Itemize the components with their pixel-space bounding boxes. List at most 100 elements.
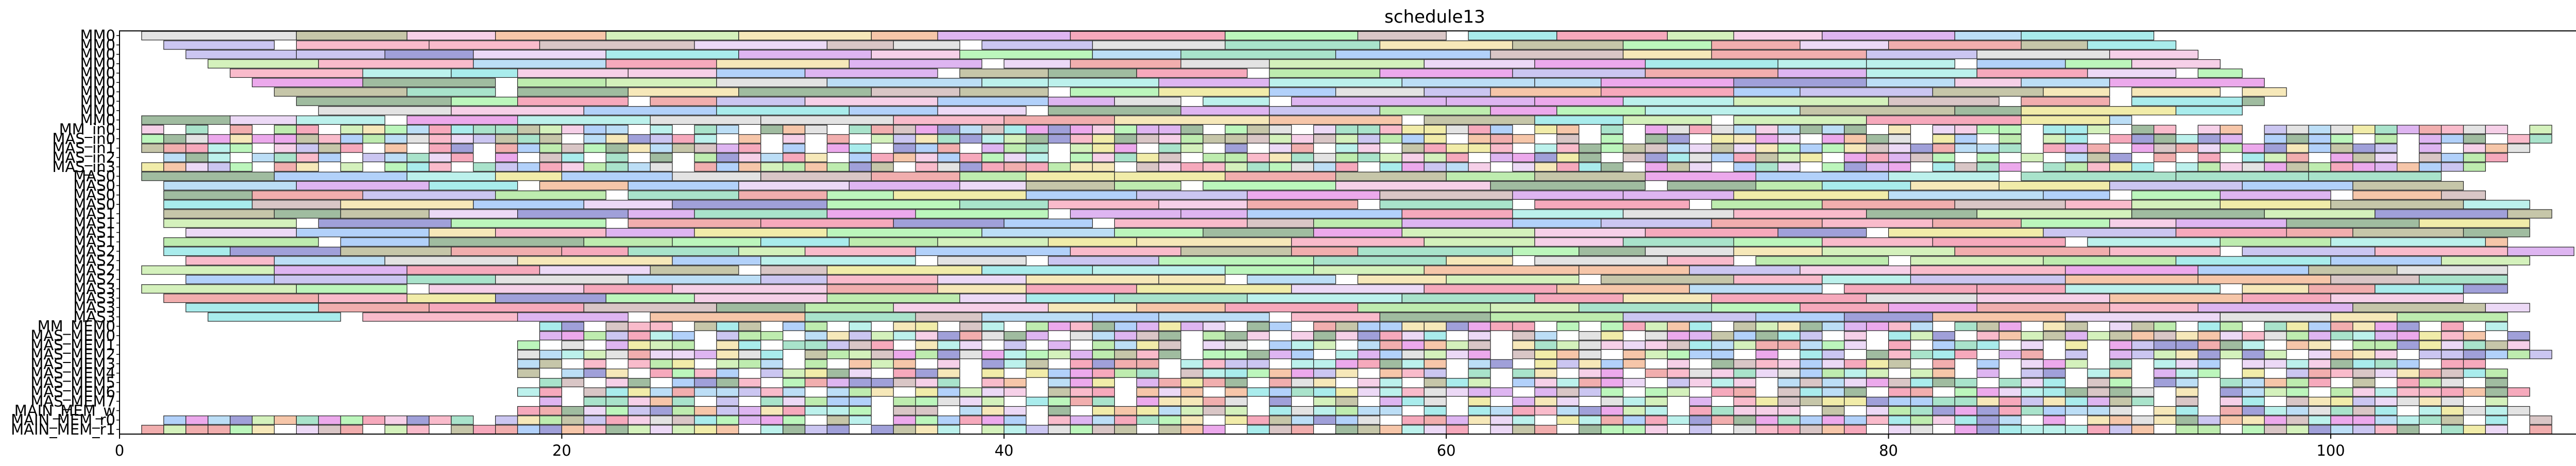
schedule-block [2065, 143, 2088, 153]
schedule-block [1136, 340, 1159, 350]
schedule-block [871, 49, 960, 59]
schedule-block [937, 378, 960, 388]
schedule-block [893, 218, 1005, 228]
row-label: MAS3 [73, 308, 115, 325]
schedule-block [981, 378, 1005, 388]
schedule-block [1092, 425, 1115, 435]
schedule-block [937, 162, 960, 172]
schedule-block [1379, 134, 1402, 144]
schedule-block [406, 171, 496, 181]
schedule-block [804, 378, 828, 388]
schedule-block [429, 153, 452, 163]
schedule-block [1976, 68, 2088, 78]
schedule-block [561, 125, 584, 134]
schedule-block [2308, 331, 2331, 341]
schedule-block [1755, 350, 1778, 359]
schedule-block [1269, 87, 1336, 97]
schedule-block [362, 125, 385, 134]
schedule-block [650, 350, 673, 359]
schedule-block [1401, 387, 1425, 397]
schedule-block [672, 350, 695, 359]
schedule-block [2352, 153, 2376, 163]
schedule-block [871, 331, 894, 341]
schedule-block [2197, 321, 2221, 331]
schedule-block [2441, 191, 2486, 200]
schedule-block [1047, 425, 1071, 435]
schedule-block [2065, 153, 2088, 163]
schedule-block [1047, 303, 1137, 313]
schedule-block [1225, 359, 1248, 369]
schedule-block [318, 153, 341, 163]
schedule-block [1601, 78, 1734, 88]
schedule-block [1357, 153, 1381, 163]
schedule-block [1047, 125, 1071, 134]
schedule-block [716, 106, 850, 115]
schedule-block [583, 387, 606, 397]
schedule-block [1247, 209, 1402, 219]
schedule-block [340, 134, 363, 144]
schedule-block [1534, 359, 1557, 369]
schedule-block [2109, 181, 2243, 191]
schedule-block [539, 406, 563, 416]
schedule-block [716, 368, 739, 378]
schedule-block [1579, 303, 1712, 313]
schedule-block [2352, 415, 2376, 425]
schedule-block [163, 425, 187, 435]
schedule-block [406, 274, 496, 284]
schedule-block [1225, 415, 1248, 425]
schedule-block [1114, 294, 1248, 303]
schedule-block [1998, 331, 2022, 341]
schedule-block [1711, 153, 1734, 163]
schedule-block [2441, 359, 2464, 369]
schedule-block [141, 265, 275, 275]
schedule-block [406, 294, 496, 303]
schedule-block [738, 340, 761, 350]
schedule-block [1534, 256, 1668, 266]
schedule-block [2021, 331, 2044, 341]
schedule-block [451, 106, 584, 115]
schedule-block [2065, 396, 2088, 406]
schedule-block [650, 368, 673, 378]
schedule-block [2043, 321, 2066, 331]
schedule-block [2507, 350, 2530, 359]
schedule-block [981, 331, 1005, 341]
schedule-block [2507, 143, 2530, 153]
schedule-block [163, 237, 319, 247]
schedule-block [1689, 415, 1712, 425]
schedule-block [1800, 378, 1823, 388]
schedule-block [672, 256, 761, 266]
schedule-block [1844, 425, 1867, 435]
schedule-block [937, 153, 960, 163]
schedule-block [959, 87, 1049, 97]
schedule-block [274, 143, 297, 153]
schedule-block [1446, 256, 1513, 266]
row-label: MAS_in2 [52, 149, 115, 166]
schedule-block [2463, 200, 2530, 210]
schedule-block [2264, 425, 2287, 435]
schedule-block [2397, 396, 2420, 406]
schedule-block [605, 331, 629, 341]
schedule-block [1822, 350, 1845, 359]
schedule-block [1998, 396, 2022, 406]
schedule-block [1777, 406, 1801, 416]
schedule-block [1667, 350, 1690, 359]
schedule-block [1468, 162, 1491, 172]
schedule-block [274, 153, 297, 163]
schedule-block [1136, 134, 1159, 144]
schedule-block [959, 181, 1027, 191]
schedule-block [672, 406, 695, 416]
schedule-block [2131, 340, 2155, 350]
schedule-block [230, 247, 341, 256]
schedule-block [1954, 396, 1977, 406]
schedule-block [1379, 340, 1402, 350]
schedule-block [2043, 143, 2066, 153]
schedule-block [1158, 396, 1181, 406]
schedule-block [539, 378, 563, 388]
schedule-block [849, 340, 872, 350]
schedule-block [1976, 387, 1999, 397]
schedule-block [561, 331, 584, 341]
schedule-block [1136, 303, 1226, 313]
schedule-block [959, 153, 982, 163]
schedule-block [1866, 162, 1889, 172]
schedule-block [2154, 350, 2177, 359]
